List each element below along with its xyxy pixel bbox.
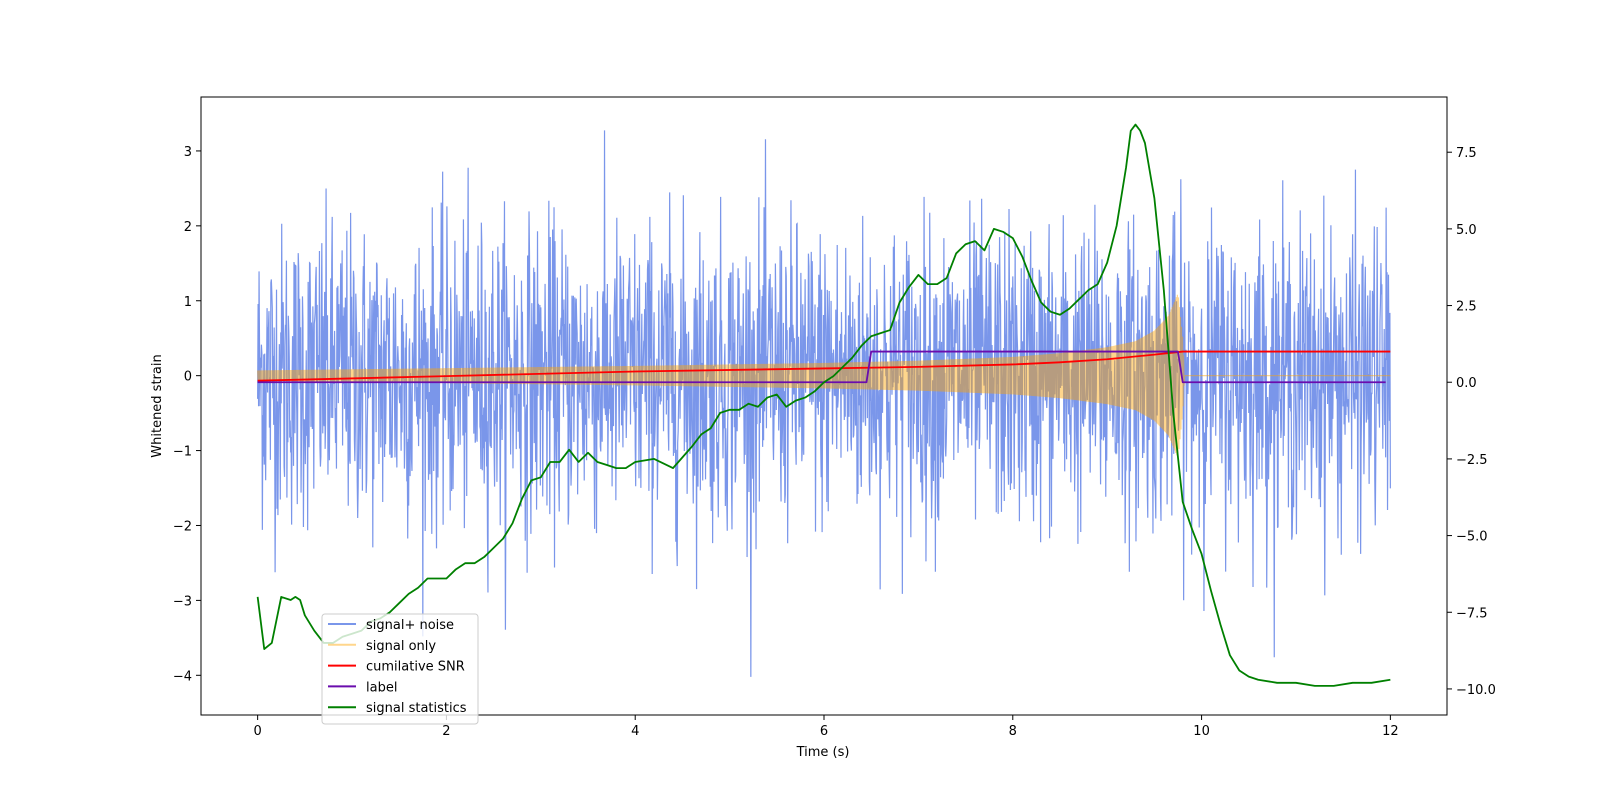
x-tick-label: 4: [631, 724, 639, 739]
x-tick-label: 0: [253, 724, 261, 739]
y-axis-right: −10.0 −7.5 −5.0 −2.5 0.0 2.5 5.0 7.5: [1447, 146, 1496, 698]
y-tick-label: 3: [184, 145, 192, 160]
y-tick-label: 1: [184, 295, 192, 310]
signal-only-series-layer: [257, 294, 1391, 458]
y-axis-label: Whitened strain: [150, 354, 165, 457]
x-axis-label: Time (s): [796, 745, 850, 760]
y-tick-label: 0: [184, 370, 192, 385]
series-signal-only: [257, 294, 1186, 458]
y2-tick-label: −2.5: [1456, 453, 1488, 468]
x-tick-label: 2: [442, 724, 450, 739]
series-signal-noise: [257, 130, 1391, 677]
y-tick-label: −4: [173, 669, 192, 684]
y2-tick-label: 5.0: [1456, 223, 1477, 238]
y-tick-label: 2: [184, 220, 192, 235]
legend-box: [321, 613, 479, 725]
legend-label: cumilative SNR: [366, 660, 465, 675]
noise-series-layer: [257, 130, 1391, 677]
y2-tick-label: −10.0: [1456, 683, 1496, 698]
y-tick-label: −3: [173, 594, 192, 609]
y2-tick-label: −5.0: [1456, 530, 1488, 545]
y2-tick-label: 7.5: [1456, 146, 1477, 161]
y2-tick-label: −7.5: [1456, 606, 1488, 621]
y2-tick-label: 2.5: [1456, 300, 1477, 315]
y2-tick-label: 0.0: [1456, 376, 1477, 391]
x-tick-label: 6: [820, 724, 828, 739]
series-cumilative-snr: [257, 350, 1391, 382]
series-signal-statistics: [256, 123, 1391, 687]
legend: signal+ noise signal only cumilative SNR la…: [321, 613, 479, 725]
series-label: [257, 350, 1386, 384]
x-tick-label: 12: [1382, 724, 1399, 739]
y-tick-label: −2: [173, 519, 192, 534]
legend-label: signal only: [366, 639, 436, 654]
x-tick-label: 10: [1193, 724, 1210, 739]
legend-label: label: [366, 680, 397, 695]
x-tick-label: 8: [1009, 724, 1017, 739]
y-tick-label: −1: [173, 445, 192, 460]
legend-label: signal+ noise: [366, 618, 454, 633]
right-axis-series-layer: [256, 123, 1391, 687]
y-axis-left: −4 −3 −2 −1 0 1 2 3: [173, 145, 201, 684]
legend-label: signal statistics: [366, 701, 467, 716]
